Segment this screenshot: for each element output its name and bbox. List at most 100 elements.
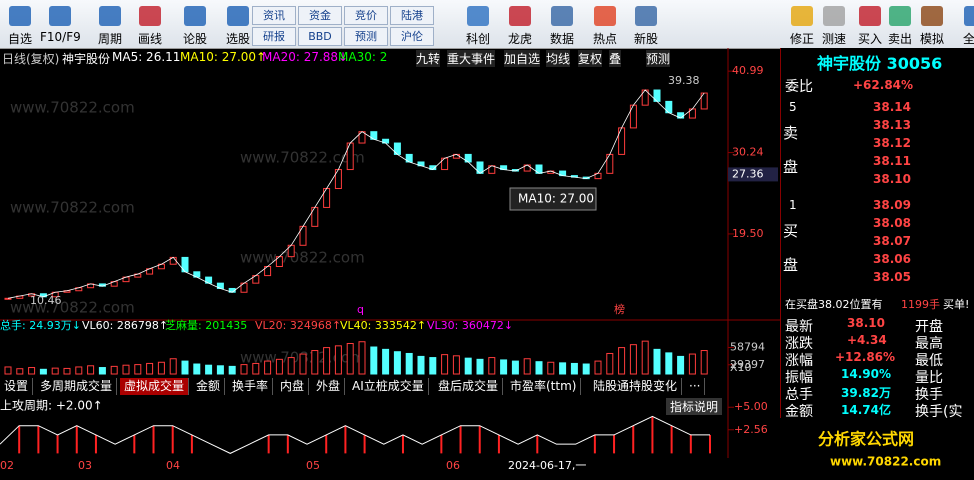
tab[interactable]: 多周期成交量 [36, 378, 118, 395]
toolbar-icon [594, 6, 616, 26]
annotation: 10.46 [30, 294, 62, 307]
tab[interactable]: 换手率 [228, 378, 274, 395]
notice: 买单! [943, 298, 970, 311]
indicator-bar [651, 416, 654, 454]
volume-bar [205, 364, 213, 375]
small-button[interactable]: 预测 [344, 27, 388, 46]
chart-area: www.70822.com www.70822.com www.70822.com w… [0, 48, 941, 472]
annotation: 39.38 [668, 74, 700, 87]
toolbar-button[interactable]: 模拟 [919, 32, 944, 46]
tab[interactable]: AI立桩成交量 [348, 378, 429, 395]
toolbar-button[interactable]: 自选 [7, 32, 32, 46]
tab[interactable]: 盘后成交量 [434, 378, 504, 395]
indicator-bar [56, 434, 59, 454]
chart-period: 日线(复权) [2, 52, 60, 66]
toolbar-button[interactable]: 周期 [97, 32, 122, 46]
stat-label: 换手 [915, 387, 943, 403]
indicator-button[interactable]: 指标说明 [666, 398, 723, 415]
toolbar-button[interactable]: 龙虎 [507, 32, 532, 46]
ma-label: MA10: 27.00↑ [180, 50, 267, 64]
price: 38.10 [873, 172, 911, 186]
indicator-bar [593, 434, 596, 454]
toolbar-icon [184, 6, 206, 26]
stat-label: 总手 [785, 387, 813, 403]
small-button[interactable]: 资讯 [252, 6, 296, 25]
tab[interactable]: 虚拟成交量 [120, 378, 190, 395]
chart-button[interactable]: 复权 [578, 50, 603, 67]
indicator-bar [133, 434, 136, 454]
y-tick-label: 29397 [730, 358, 765, 371]
price-line [7, 89, 705, 299]
indicator-bar [171, 425, 174, 454]
volume-bar [146, 362, 154, 375]
toolbar-icon [791, 6, 813, 26]
indicator-bar [18, 425, 21, 454]
level: 1 [789, 198, 797, 212]
tab[interactable]: ··· [685, 378, 706, 395]
price: 38.13 [873, 118, 911, 132]
volume-bar [405, 352, 413, 375]
chart-button[interactable]: 均线 [546, 50, 571, 67]
volume-bar [334, 345, 342, 375]
tab[interactable]: 陆股通持股变化 [589, 378, 683, 395]
small-button[interactable]: BBD [298, 27, 342, 46]
volume-bar [39, 368, 47, 375]
tab[interactable]: 内盘 [276, 378, 310, 395]
chart-button[interactable]: 加自选 [504, 50, 541, 67]
chart-button[interactable]: 预测 [646, 50, 671, 67]
tab[interactable]: 金额 [192, 378, 226, 395]
small-button[interactable]: 研报 [252, 27, 296, 46]
tab[interactable]: 外盘 [312, 378, 346, 395]
toolbar-button[interactable]: 全球 [962, 32, 974, 46]
toolbar-icon [823, 6, 845, 26]
toolbar-button[interactable]: F10/F9 [40, 30, 81, 44]
toolbar-button[interactable]: 修正 [789, 32, 814, 46]
volume-bar [618, 347, 626, 375]
toolbar-icon [921, 6, 943, 26]
tab[interactable]: 设置 [0, 378, 34, 395]
y-tick-label: +2.56 [734, 423, 768, 436]
toolbar-icon [635, 6, 657, 26]
price: 38.08 [873, 216, 911, 230]
volume-bar [323, 347, 331, 375]
toolbar-button[interactable]: 新股 [633, 32, 658, 46]
volume-bar [488, 357, 496, 375]
volume-bar [464, 357, 472, 375]
small-button[interactable]: 资金 [298, 6, 342, 25]
indicator-bar [190, 434, 193, 454]
volume-bar [358, 341, 366, 375]
volume-bar [134, 364, 142, 375]
toolbar-button[interactable]: 论股 [182, 32, 207, 46]
volume-bar [417, 355, 425, 375]
indicator-bar [478, 425, 481, 454]
volume-bar [500, 359, 508, 375]
volume-bar [688, 353, 696, 375]
small-button[interactable]: 竞价 [344, 6, 388, 25]
price: 38.14 [873, 100, 911, 114]
stat-label: 涨跌 [785, 336, 813, 352]
chart-button[interactable]: 叠 [609, 50, 622, 67]
toolbar-button[interactable]: 测速 [821, 32, 846, 46]
toolbar-button[interactable]: 选股 [225, 32, 250, 46]
small-button[interactable]: 陆港 [390, 6, 434, 25]
volume-bar [75, 366, 83, 375]
chart-button[interactable]: 九转 [416, 50, 441, 67]
toolbar-button[interactable]: 数据 [549, 32, 574, 46]
volume-header: VL60: 286798↑ [82, 319, 168, 332]
volume-bar [677, 355, 685, 375]
indicator-bar [440, 434, 443, 454]
small-button[interactable]: 沪伦 [390, 27, 434, 46]
volume-bar [252, 362, 260, 375]
y-tick-label: 19.50 [732, 227, 764, 240]
tooltip-box [509, 187, 597, 211]
toolbar-button[interactable]: 热点 [592, 32, 617, 46]
date-label: 04 [166, 459, 180, 472]
volume-bar [311, 350, 319, 375]
toolbar-button[interactable]: 买入 [857, 32, 882, 46]
logo-url: www.70822.com [830, 455, 941, 469]
tab[interactable]: 市盈率(ttm) [506, 378, 582, 395]
toolbar-button[interactable]: 卖出 [887, 32, 912, 46]
toolbar-button[interactable]: 科创 [465, 32, 490, 46]
toolbar-button[interactable]: 画线 [137, 32, 162, 46]
chart-button[interactable]: 重大事件 [447, 50, 496, 67]
